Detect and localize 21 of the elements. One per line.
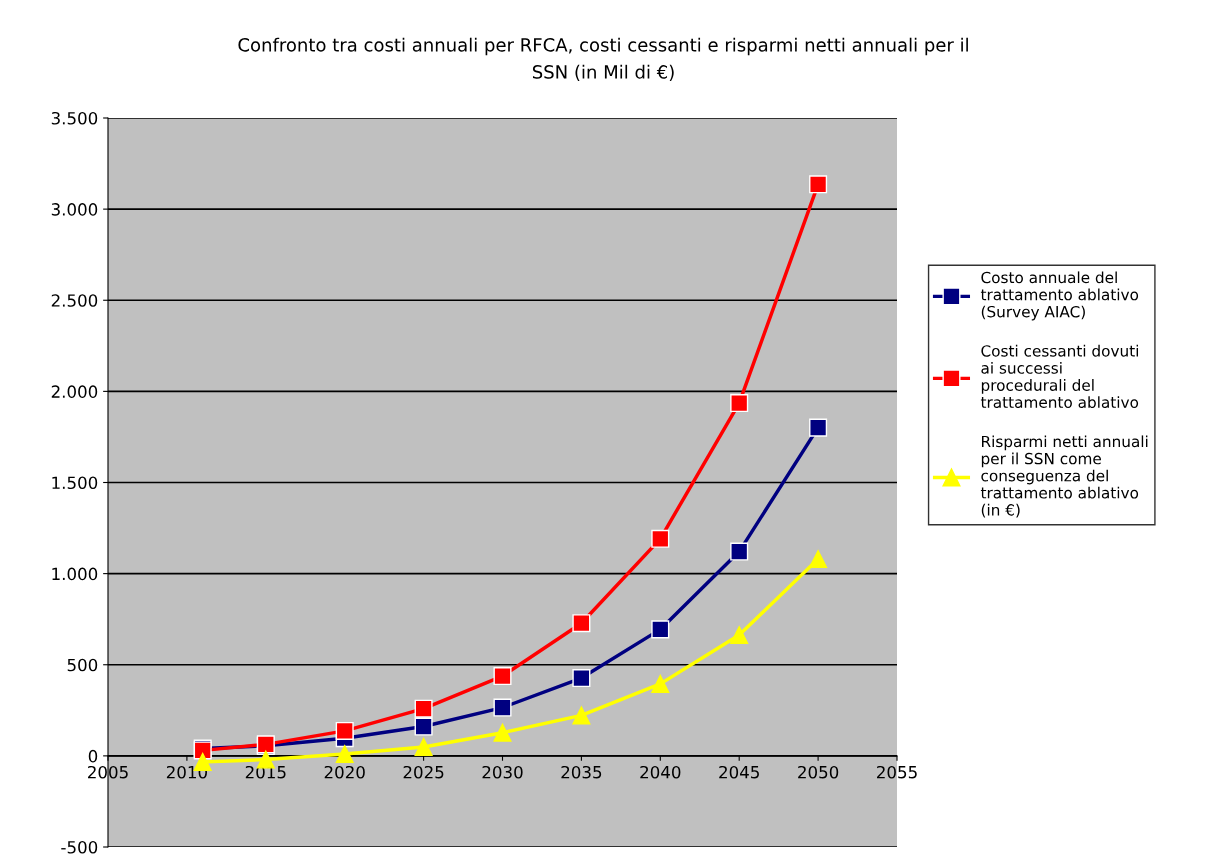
legend-label: Costi cessanti dovuti ai successi procedurali del trattamento ablativo: [980, 344, 1139, 409]
x-tick-label: 2040: [640, 765, 681, 779]
y-tick-label: 1.000: [52, 567, 98, 581]
y-tick-label: 0: [88, 749, 98, 763]
y-tick-label: -500: [61, 840, 98, 854]
legend-label: Risparmi netti annuali per il SSN come conseguenza del trattamento ablativo (in €): [980, 435, 1148, 518]
x-tick-label: 2050: [798, 765, 839, 779]
x-tick-label: 2020: [324, 765, 365, 779]
y-tick-label: 3.500: [51, 111, 98, 125]
x-tick-label: 2045: [719, 765, 759, 779]
y-tick-label: 2.000: [51, 385, 98, 398]
x-tick-label: 2030: [482, 765, 523, 779]
x-tick-label: 2055: [877, 765, 917, 779]
x-tick-label: 2035: [561, 765, 602, 779]
y-tick-label: 2.500: [51, 294, 98, 307]
y-tick-label: 500: [67, 658, 98, 672]
chart-title: Confronto tra costi annuali per RFCA, costi cessanti e risparmi netti annuali per il SSN (in Mil di €): [238, 37, 968, 81]
y-tick-label: 3.000: [51, 203, 98, 216]
legend-label: Costo annuale del trattamento ablativo (Survey AIAC): [980, 271, 1139, 321]
y-tick-label: 1.500: [52, 476, 98, 490]
x-tick-label: 2025: [403, 765, 444, 779]
